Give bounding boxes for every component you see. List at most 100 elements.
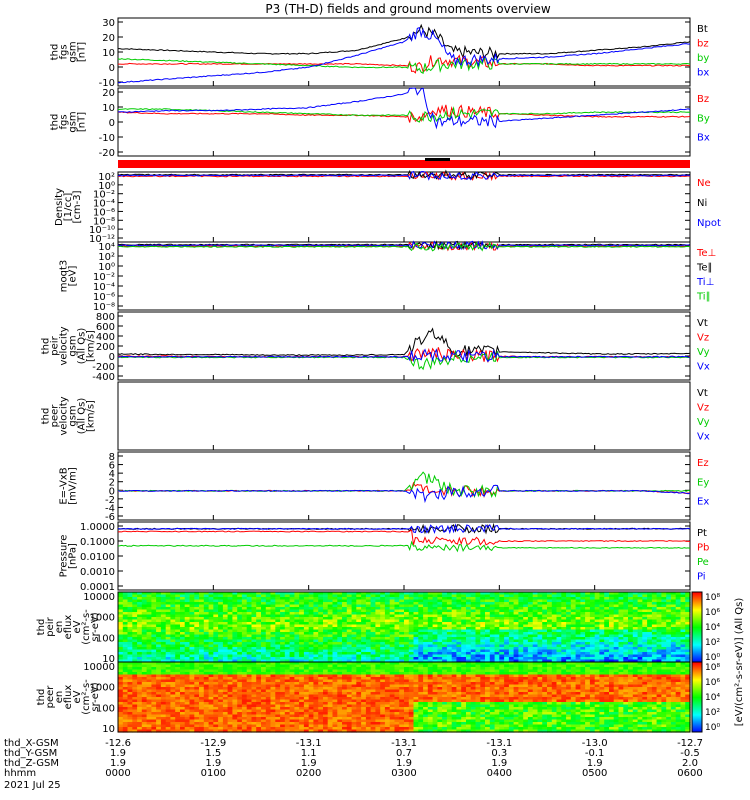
spectrogram-cell [208, 684, 214, 688]
spectrogram-cell [485, 642, 491, 646]
spectrogram-cell [618, 612, 624, 616]
spectrogram-cell [342, 599, 348, 603]
spectrogram-cell [299, 624, 305, 628]
spectrogram-cell [451, 679, 458, 683]
spectrogram-cell [542, 634, 548, 638]
spectrogram-cell [499, 662, 505, 666]
spectrogram-cell [589, 597, 596, 601]
spectrogram-cell [666, 617, 672, 621]
spectrogram-cell [342, 672, 348, 676]
spectrogram-cell [566, 672, 572, 676]
spectrogram-cell [361, 677, 367, 681]
spectrogram-cell [251, 612, 257, 616]
spectrogram-cell [551, 609, 558, 613]
spectrogram-cell [532, 654, 539, 658]
spectrogram-cell [294, 677, 300, 681]
spectrogram-cell [523, 599, 529, 603]
spectrogram-cell [318, 639, 324, 643]
spectrogram-cell [508, 679, 515, 683]
spectrogram-cell [218, 612, 224, 616]
spectrogram-cell [442, 599, 448, 603]
spectrogram-cell [380, 667, 386, 671]
spectrogram-cell [365, 684, 372, 688]
spectrogram-cell [404, 592, 410, 596]
spectrogram-cell [265, 687, 272, 691]
spectrogram-cell [356, 647, 362, 651]
spectrogram-cell [561, 632, 567, 636]
spectrogram-cell [208, 619, 214, 623]
spectrogram-cell [332, 687, 338, 691]
spectrogram-cell [623, 639, 629, 643]
spectrogram-cell [370, 649, 376, 653]
spectrogram-cell [361, 669, 367, 673]
spectrogram-cell [189, 592, 195, 596]
spectrogram-cell [594, 594, 601, 598]
spectrogram-cell [218, 654, 224, 658]
spectrogram-cell [237, 659, 243, 663]
spectrogram-cell [504, 682, 510, 686]
spectrogram-cell [308, 634, 315, 638]
spectrogram-cell [122, 599, 129, 603]
spectrogram-cell [418, 599, 424, 603]
spectrogram-cell [213, 619, 219, 623]
spectrogram-cell [313, 644, 319, 648]
spectrogram-cell [342, 617, 348, 621]
spectrogram-cell [466, 602, 472, 606]
spectrogram-cell [280, 654, 286, 658]
spectrogram-cell [466, 627, 472, 631]
spectrogram-cell [270, 619, 276, 623]
spectrogram-cell [327, 619, 334, 623]
spectrogram-cell [570, 647, 577, 651]
spectrogram-cell [213, 622, 219, 626]
spectrogram-cell [656, 677, 662, 681]
spectrogram-cell [151, 667, 157, 671]
spectrogram-cell [527, 629, 534, 633]
spectrogram-cell [651, 627, 658, 631]
spectrogram-cell [275, 659, 281, 663]
spectrogram-cell [537, 667, 543, 671]
spectrogram-cell [203, 627, 210, 631]
spectrogram-cell [380, 609, 386, 613]
spectrogram-cell [199, 674, 205, 678]
ytick-label: 10 [102, 103, 115, 114]
spectrogram-cell [466, 614, 472, 618]
spectrogram-cell [437, 592, 443, 596]
spectrogram-cell [265, 622, 272, 626]
spectrogram-cell [361, 617, 367, 621]
spectrogram-cell [609, 639, 615, 643]
spectrogram-cell [408, 609, 415, 613]
spectrogram-cell [337, 627, 343, 631]
spectrogram-cell [327, 687, 334, 691]
spectrogram-cell [451, 592, 458, 596]
legend-ti: Ti⊥ [696, 277, 714, 288]
spectrogram-cell [251, 629, 257, 633]
spectrogram-cell [346, 672, 353, 676]
spectrogram-cell [589, 629, 596, 633]
spectrogram-cell [470, 677, 477, 681]
spectrogram-cell [246, 657, 253, 661]
spectrogram-cell [446, 629, 453, 633]
spectrogram-cell [270, 607, 276, 611]
spectrogram-cell [265, 602, 272, 606]
spectrogram-cell [461, 659, 467, 663]
spectrogram-cell [189, 617, 195, 621]
spectrogram-cell [532, 677, 539, 681]
spectrogram-cell [184, 682, 191, 686]
spectrogram-cell [532, 669, 539, 673]
spectrogram-cell [599, 652, 605, 656]
spectrogram-cell [208, 649, 214, 653]
spectrogram-cell [132, 652, 138, 656]
spectrogram-cell [456, 599, 462, 603]
spectrogram-cell [537, 624, 543, 628]
spectrogram-cell [413, 682, 419, 686]
spectrogram-cell [618, 629, 624, 633]
spectrogram-cell [547, 599, 553, 603]
spectrogram-cell [499, 612, 505, 616]
spectrogram-cell [222, 637, 229, 641]
spectrogram-cell [446, 637, 453, 641]
spectrogram-cell [613, 674, 620, 678]
spectrogram-cell [556, 652, 562, 656]
spectrogram-cell [523, 642, 529, 646]
spectrogram-cell [213, 637, 219, 641]
spectrogram-cell [156, 612, 162, 616]
